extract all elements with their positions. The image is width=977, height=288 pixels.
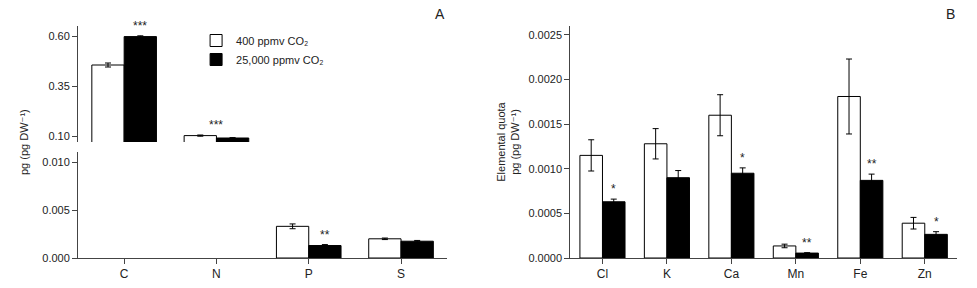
svg-text:25,000 ppmv CO₂: 25,000 ppmv CO₂ [236,54,323,66]
svg-text:0.0015: 0.0015 [528,118,562,130]
svg-text:Fe: Fe [853,267,867,281]
svg-text:**: ** [320,228,330,242]
svg-text:0.010: 0.010 [42,156,70,168]
svg-text:pg (pg DW⁻¹): pg (pg DW⁻¹) [18,109,30,175]
svg-text:0.0000: 0.0000 [528,252,562,264]
svg-text:Mn: Mn [788,267,805,281]
svg-text:0.0010: 0.0010 [528,163,562,175]
svg-text:Zn: Zn [918,267,932,281]
svg-text:C: C [120,267,129,281]
svg-text:Elemental quotapg (pg DW⁻¹): Elemental quotapg (pg DW⁻¹) [495,101,521,181]
svg-text:***: *** [209,118,223,132]
svg-text:K: K [663,267,671,281]
svg-text:0.005: 0.005 [42,204,70,216]
svg-text:**: ** [867,157,877,171]
svg-text:*: * [740,151,745,165]
svg-text:**: ** [802,236,812,250]
svg-text:S: S [397,267,405,281]
svg-text:0.0025: 0.0025 [528,29,562,41]
svg-text:0.10: 0.10 [48,130,69,142]
svg-text:*: * [934,215,939,229]
svg-text:A: A [435,6,445,22]
svg-text:***: *** [133,19,147,33]
svg-text:0.0020: 0.0020 [528,73,562,85]
svg-text:Cl: Cl [597,267,608,281]
svg-text:0.60: 0.60 [48,30,69,42]
svg-text:400 ppmv CO₂: 400 ppmv CO₂ [236,35,308,47]
svg-text:0.35: 0.35 [48,80,69,92]
svg-text:0.000: 0.000 [42,252,70,264]
svg-text:0.0005: 0.0005 [528,207,562,219]
svg-text:P: P [305,267,313,281]
svg-text:N: N [212,267,221,281]
svg-text:*: * [611,182,616,196]
svg-text:B: B [946,6,955,22]
svg-text:Ca: Ca [724,267,740,281]
